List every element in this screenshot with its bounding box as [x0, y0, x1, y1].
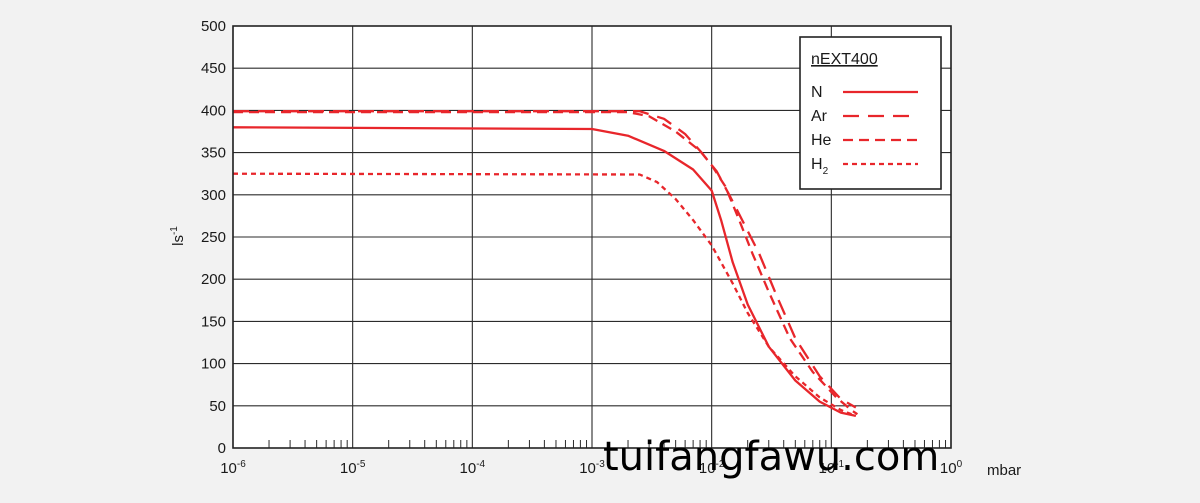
- watermark-text: tuifangfawu.com: [603, 434, 939, 480]
- legend-title: nEXT400: [811, 51, 878, 68]
- y-tick-label: 300: [201, 187, 226, 204]
- x-tick-label: 10-5: [340, 459, 366, 477]
- y-tick-label: 150: [201, 313, 226, 330]
- series-line-h2: [232, 172, 857, 417]
- legend-label: N: [811, 84, 823, 101]
- minor-ticks: [268, 440, 947, 448]
- y-tick-labels: 0 50 100 150 200 250 300 350 400 450 500: [201, 18, 226, 457]
- y-tick-label: 400: [201, 102, 226, 119]
- y-tick-label: 450: [201, 60, 226, 77]
- x-tick-label: 10-3: [579, 459, 605, 477]
- y-tick-label: 500: [201, 18, 226, 35]
- x-tick-label: 10-6: [220, 459, 246, 477]
- data-series: [232, 110, 859, 418]
- y-tick-label: 100: [201, 356, 226, 373]
- x-axis-label: mbar: [987, 462, 1021, 479]
- legend-label: Ar: [811, 108, 828, 125]
- y-axis-label: ls-1: [169, 226, 187, 246]
- y-tick-label: 200: [201, 271, 226, 288]
- y-tick-label: 50: [209, 398, 226, 415]
- y-tick-label: 250: [201, 229, 226, 246]
- x-tick-label: 10-4: [460, 459, 486, 477]
- y-tick-label: 350: [201, 145, 226, 162]
- series-line-ar: [233, 110, 857, 409]
- series-line-n: [232, 126, 857, 418]
- x-tick-label: 100: [940, 459, 963, 477]
- plot-area-border: [232, 25, 952, 449]
- legend-label: He: [811, 132, 832, 149]
- y-tick-label: 0: [218, 440, 226, 457]
